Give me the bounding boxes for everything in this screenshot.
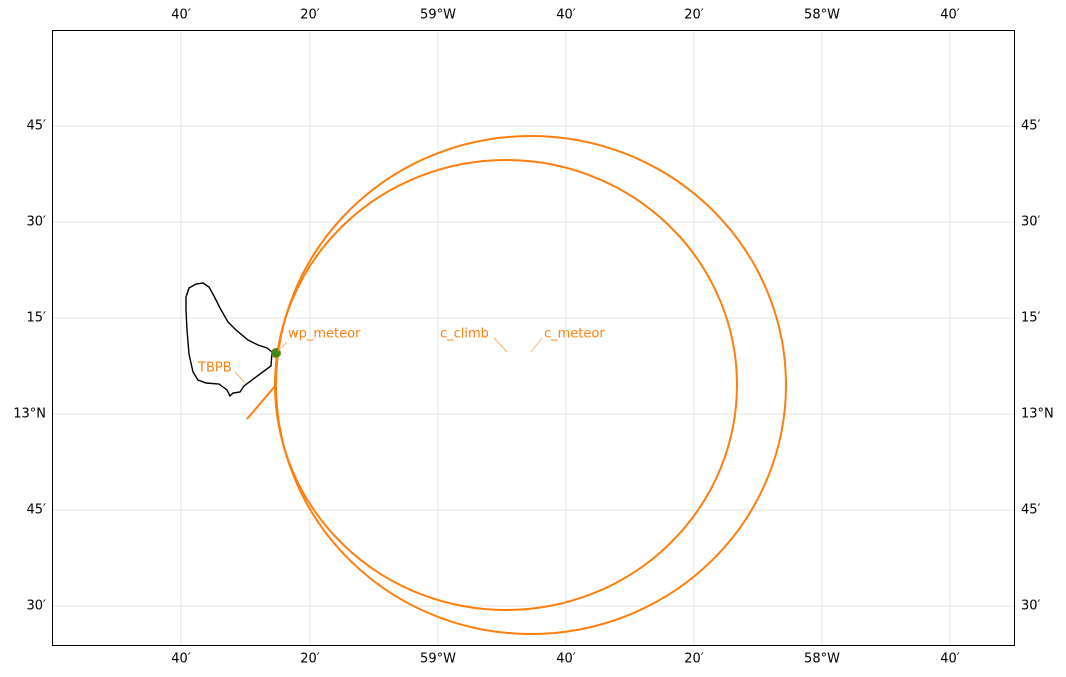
y-tick-label: 30′ [27, 599, 47, 614]
x-tick-label: 20′ [300, 8, 320, 23]
x-tick-label: 59°W [420, 8, 456, 23]
y-tick-label: 30′ [1021, 599, 1041, 614]
x-tick-label: 20′ [684, 652, 704, 667]
x-tick-label: 40′ [556, 8, 576, 23]
y-tick-label: 30′ [27, 215, 47, 230]
y-tick-label: 45′ [1021, 503, 1041, 518]
x-tick-label: 40′ [940, 652, 960, 667]
point-label: TBPB [197, 361, 232, 376]
y-tick-label: 15′ [1021, 311, 1041, 326]
map-frame [52, 30, 1015, 646]
y-tick-label: 30′ [1021, 215, 1041, 230]
y-tick-label: 15′ [27, 311, 47, 326]
x-tick-label: 40′ [556, 652, 576, 667]
x-tick-label: 59°W [420, 652, 456, 667]
x-tick-label: 20′ [684, 8, 704, 23]
y-tick-label: 45′ [1021, 119, 1041, 134]
graticule [53, 31, 1014, 645]
y-tick-label: 45′ [27, 119, 47, 134]
leader-lines [234, 337, 543, 385]
x-tick-label: 40′ [940, 8, 960, 23]
leader-line [234, 371, 247, 385]
x-tick-label: 40′ [171, 8, 191, 23]
y-tick-label: 45′ [27, 503, 47, 518]
point-label: c_meteor [544, 327, 605, 342]
track-line [246, 384, 277, 420]
point-label: wp_meteor [288, 327, 361, 342]
y-tick-label: 13°N [1021, 407, 1054, 422]
leader-line [277, 341, 288, 352]
x-tick-label: 58°W [804, 652, 840, 667]
point-label: c_climb [440, 327, 489, 342]
leader-line [530, 337, 543, 353]
y-tick-label: 13°N [13, 407, 46, 422]
leader-line [493, 337, 508, 353]
x-tick-label: 40′ [171, 652, 191, 667]
x-tick-label: 58°W [804, 8, 840, 23]
island-outline [185, 282, 273, 398]
x-tick-label: 20′ [300, 652, 320, 667]
tick-labels: 40′ 40′ 20′ 20′ 59°W 59°W 40′ 40′ 20′ 20′ 58°W 58°W… [13, 8, 1054, 667]
